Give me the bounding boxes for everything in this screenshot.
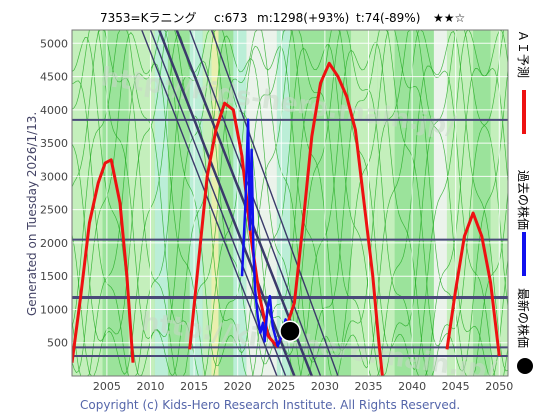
legend-past-price-label: 過去の株価 (516, 170, 531, 230)
header-stars: ★★☆ (433, 11, 465, 25)
header-current: c:673 (214, 11, 248, 25)
x-tick-label: 2010 (136, 380, 164, 393)
y-axis-ticks: 500 1000 1500 2000 2500 3000 3500 4000 4500 5000 (40, 37, 68, 349)
header-max: m:1298(+93%) (257, 11, 349, 25)
y-tick-label: 1500 (40, 270, 68, 283)
x-tick-label: 2040 (398, 380, 426, 393)
ai-forecast-line (72, 61, 501, 376)
header-target: t:74(-89%) (356, 11, 420, 25)
ai-thin-forecast-line (72, 30, 508, 376)
plot-frame (71, 29, 509, 377)
y-tick-label: 500 (47, 337, 68, 350)
horizontal-levels (72, 118, 508, 358)
y-tick-label: 3500 (40, 137, 68, 150)
x-tick-label: 2020 (224, 380, 252, 393)
y-tick-label: 1000 (40, 303, 68, 316)
grid-lines (72, 30, 508, 376)
latest-point-marker (279, 320, 301, 342)
ai-thin-forecast-line (72, 30, 508, 376)
ai-thin-forecast-line (72, 30, 508, 376)
legend-past-price-swatch (522, 232, 526, 276)
ai-thin-forecast-line (72, 30, 508, 376)
x-tick-label: 2025 (267, 380, 295, 393)
x-tick-label: 2015 (180, 380, 208, 393)
generated-label: Generated on Tuesday 2026/1/13. (25, 112, 39, 316)
x-tick-label: 2030 (311, 380, 339, 393)
side-legend: ＡＩ予測 過去の株価 最新の株価 (516, 30, 533, 374)
x-tick-label: 2035 (354, 380, 382, 393)
legend-ai-forecast-label: ＡＩ予測 (516, 30, 530, 78)
legend-latest-price-label: 最新の株価 (516, 288, 531, 348)
latest-price-dot (279, 320, 301, 342)
x-tick-label: 2005 (93, 380, 121, 393)
y-tick-label: 2000 (40, 237, 68, 250)
y-tick-label: 4500 (40, 71, 68, 84)
ai-thin-forecast-line (72, 30, 508, 376)
y-tick-label: 2500 (40, 204, 68, 217)
header-code-name: 7353=Kラニング (100, 11, 196, 25)
y-tick-label: 5000 (40, 37, 68, 50)
plot-area: http://kids-hero.main.jp/ http://kids-he… (71, 29, 509, 377)
background-band (202, 30, 212, 376)
x-tick-label: 2045 (442, 380, 470, 393)
trend-line (141, 30, 278, 376)
trend-line (210, 30, 339, 376)
x-tick-label: 2050 (485, 380, 513, 393)
legend-latest-price-dot (517, 358, 533, 374)
series-lines (72, 61, 501, 376)
background-band (377, 30, 395, 376)
footer-copyright: Copyright (c) Kids-Hero Research Institu… (80, 398, 460, 412)
trend-line (189, 30, 322, 376)
background-band (211, 30, 219, 376)
y-tick-label: 4000 (40, 104, 68, 117)
x-axis-ticks: 2005 2010 2015 2020 2025 2030 2035 2040 2045 2050 (93, 380, 513, 393)
y-tick-label: 3000 (40, 170, 68, 183)
past-price-line (240, 118, 290, 348)
legend-ai-forecast-swatch (522, 90, 526, 134)
background-band (433, 30, 447, 376)
